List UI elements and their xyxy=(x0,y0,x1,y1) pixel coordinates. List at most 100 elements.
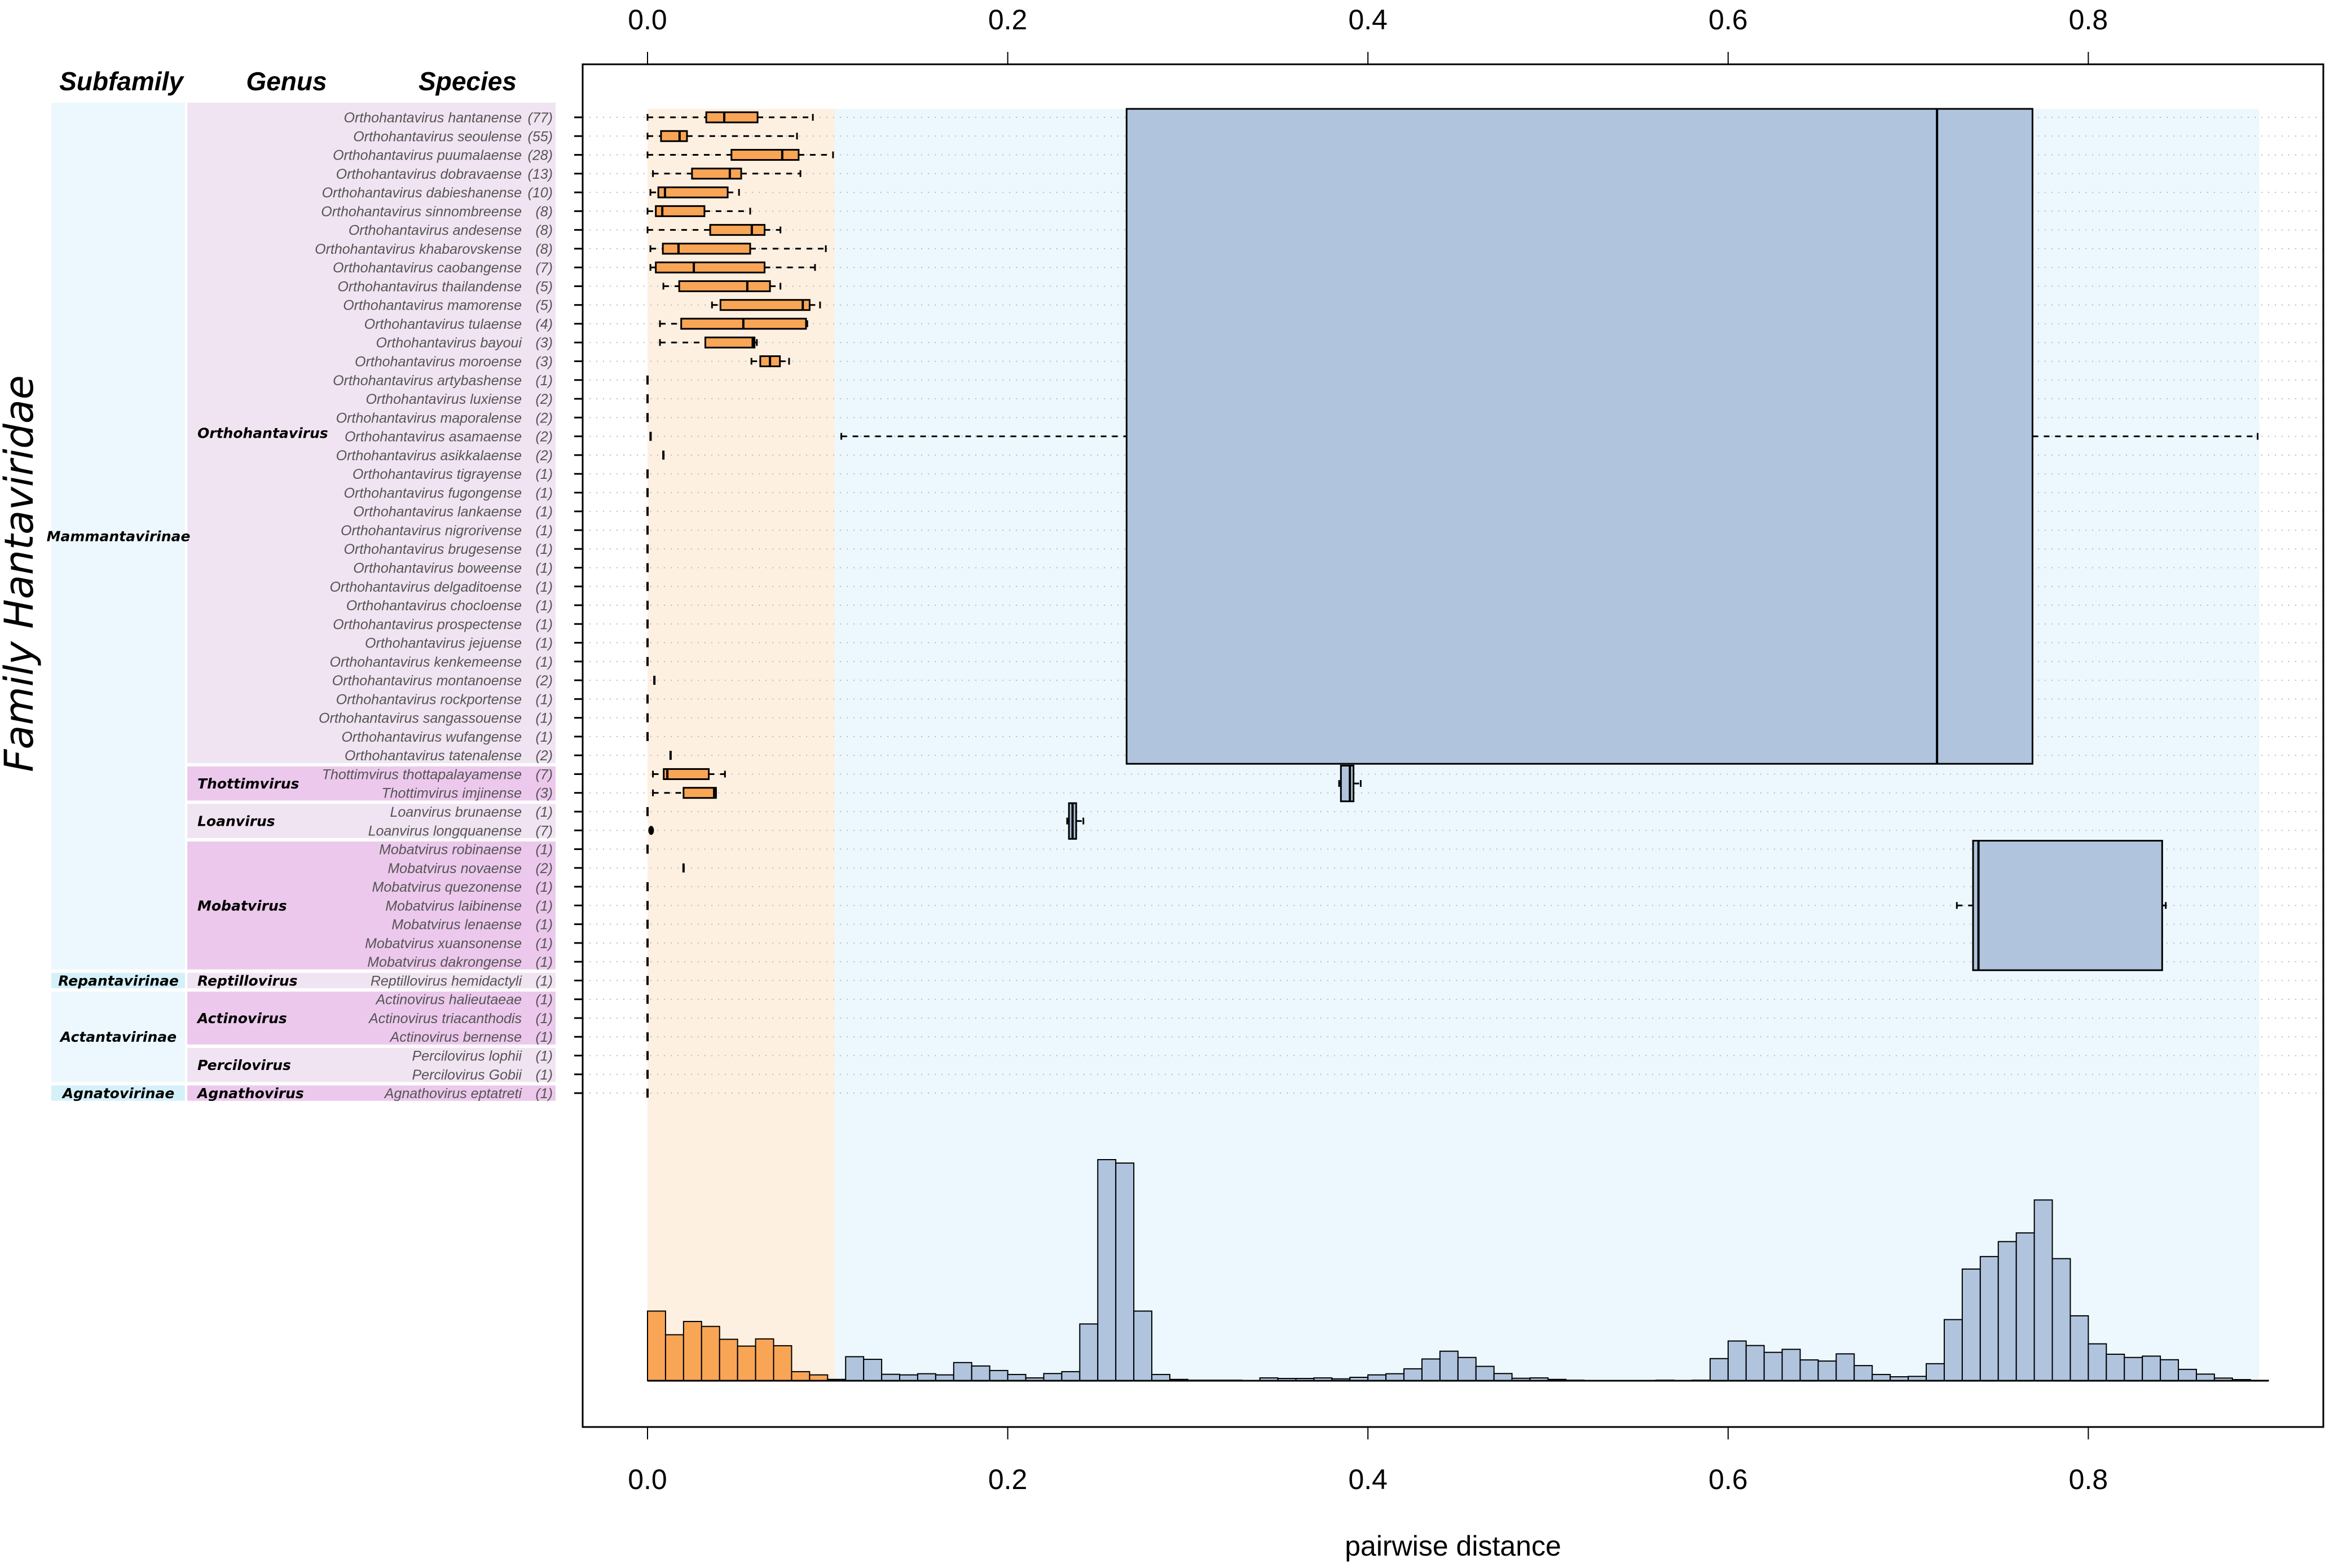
histogram-bar xyxy=(701,1325,720,1381)
species-label: Orthohantavirus sinnombreense xyxy=(321,204,522,219)
histogram-bar xyxy=(1097,1159,1117,1381)
species-boxplot xyxy=(646,111,814,124)
subfamily-block xyxy=(51,103,185,970)
histogram-bar xyxy=(755,1338,774,1382)
within-species-boxplots xyxy=(646,111,834,1098)
histogram-bar xyxy=(1745,1345,1765,1382)
genus-block xyxy=(187,766,556,801)
box-iqr xyxy=(660,130,688,142)
species-label: Orthohantavirus thailandense xyxy=(337,279,522,294)
histogram-bar xyxy=(1943,1319,1963,1382)
species-boxplot xyxy=(711,299,821,311)
histogram-bar xyxy=(1727,1340,1747,1381)
histogram-bar xyxy=(953,1362,972,1381)
species-count: (1) xyxy=(535,654,553,670)
x-tick-label-top: 0.2 xyxy=(988,4,1028,36)
box-iqr xyxy=(705,111,759,124)
species-count: (1) xyxy=(535,711,553,726)
genus-label: Percilovirus xyxy=(197,1057,291,1073)
x-tick-label-top: 0.4 xyxy=(1348,4,1388,36)
box-iqr xyxy=(1972,840,2163,971)
species-boxplot xyxy=(659,318,808,330)
species-count: (1) xyxy=(535,598,553,614)
species-boxplot xyxy=(659,336,758,349)
subfamily-block xyxy=(51,992,185,1082)
plot-frame xyxy=(582,63,2324,1428)
species-label: Orthohantavirus montanoense xyxy=(332,673,522,689)
species-count: (8) xyxy=(535,204,553,219)
species-label: Reptillovirus hemidactyli xyxy=(371,973,523,989)
species-count: (55) xyxy=(528,129,553,144)
species-label: Thottimvirus imjinense xyxy=(381,786,522,801)
species-label: Orthohantavirus tigrayense xyxy=(353,466,522,482)
species-label: Orthohantavirus moroense xyxy=(355,354,522,370)
species-count: (1) xyxy=(535,1049,553,1064)
histogram-bar xyxy=(1133,1310,1153,1382)
histogram-bar xyxy=(1979,1256,1999,1382)
genus-label: Actinovirus xyxy=(196,1010,287,1027)
genus-block xyxy=(187,804,556,838)
histogram-bar xyxy=(881,1373,901,1382)
species-label: Orthohantavirus brugesense xyxy=(344,541,522,557)
box-iqr xyxy=(704,336,756,349)
histogram-bar xyxy=(2124,1356,2143,1382)
species-count: (1) xyxy=(535,1029,553,1045)
species-count: (1) xyxy=(535,1011,553,1027)
species-label: Orthohantavirus wufangense xyxy=(341,729,522,745)
histogram-bar xyxy=(1367,1374,1387,1382)
histogram-bar xyxy=(1475,1366,1495,1382)
species-label: Mobatvirus laibinense xyxy=(385,898,522,914)
subfamily-label: Actantavirinae xyxy=(59,1029,177,1045)
species-label: Percilovirus lophii xyxy=(412,1049,522,1064)
species-count: (28) xyxy=(528,148,553,164)
histogram-bar xyxy=(2069,1315,2089,1381)
histogram-bar xyxy=(1709,1358,1729,1382)
x-tick-label-bottom: 0.0 xyxy=(628,1464,667,1495)
species-label: Orthohantavirus andesense xyxy=(349,223,522,239)
species-count: (1) xyxy=(535,523,553,539)
histogram-bar xyxy=(1926,1363,1945,1381)
box-iqr xyxy=(663,768,710,780)
species-label: Orthohantavirus chocloense xyxy=(346,598,522,614)
species-count: (7) xyxy=(535,767,553,782)
species-count: (8) xyxy=(535,223,553,239)
histogram-bar xyxy=(899,1374,918,1382)
histogram-bar xyxy=(1061,1371,1081,1381)
species-label: Orthohantavirus hantanense xyxy=(344,110,522,126)
y-ticks xyxy=(574,116,583,1094)
species-label: Orthohantavirus boweense xyxy=(353,560,522,576)
species-count: (2) xyxy=(535,410,553,426)
species-count: (1) xyxy=(535,485,553,501)
between-genus-boxplots xyxy=(840,108,2259,971)
species-count: (2) xyxy=(535,673,553,689)
species-boxplot xyxy=(652,168,802,180)
species-label: Orthohantavirus bayoui xyxy=(376,335,523,351)
species-count: (1) xyxy=(535,691,553,707)
histogram-bar xyxy=(1457,1356,1477,1382)
species-label: Mobatvirus quezonense xyxy=(372,879,522,895)
species-count: (2) xyxy=(535,448,553,464)
species-label: Orthohantavirus asamaense xyxy=(345,429,522,445)
histogram-bar xyxy=(935,1374,954,1382)
genus-label: Agnathovirus xyxy=(196,1085,304,1102)
x-axis-title: pairwise distance xyxy=(1345,1530,1561,1562)
species-boxplot xyxy=(646,130,798,142)
x-tick-label-bottom: 0.2 xyxy=(988,1464,1028,1495)
species-boxplot xyxy=(649,243,827,255)
species-count: (1) xyxy=(535,1067,553,1083)
histogram-bar xyxy=(1421,1358,1441,1381)
species-boxplot xyxy=(652,787,717,799)
species-count: (1) xyxy=(535,936,553,952)
histogram-bar xyxy=(1115,1162,1135,1381)
species-point xyxy=(648,826,654,835)
species-count: (1) xyxy=(535,1086,553,1102)
genus-block xyxy=(187,841,556,970)
species-label: Orthohantavirus dabieshanense xyxy=(322,185,522,201)
species-label: Orthohantavirus mamorense xyxy=(343,298,522,314)
species-label: Mobatvirus novaense xyxy=(388,861,522,877)
box-iqr xyxy=(1340,764,1355,803)
species-count: (2) xyxy=(535,391,553,407)
species-count: (1) xyxy=(535,879,553,895)
species-label: Actinovirus halieutaeae xyxy=(375,992,522,1008)
